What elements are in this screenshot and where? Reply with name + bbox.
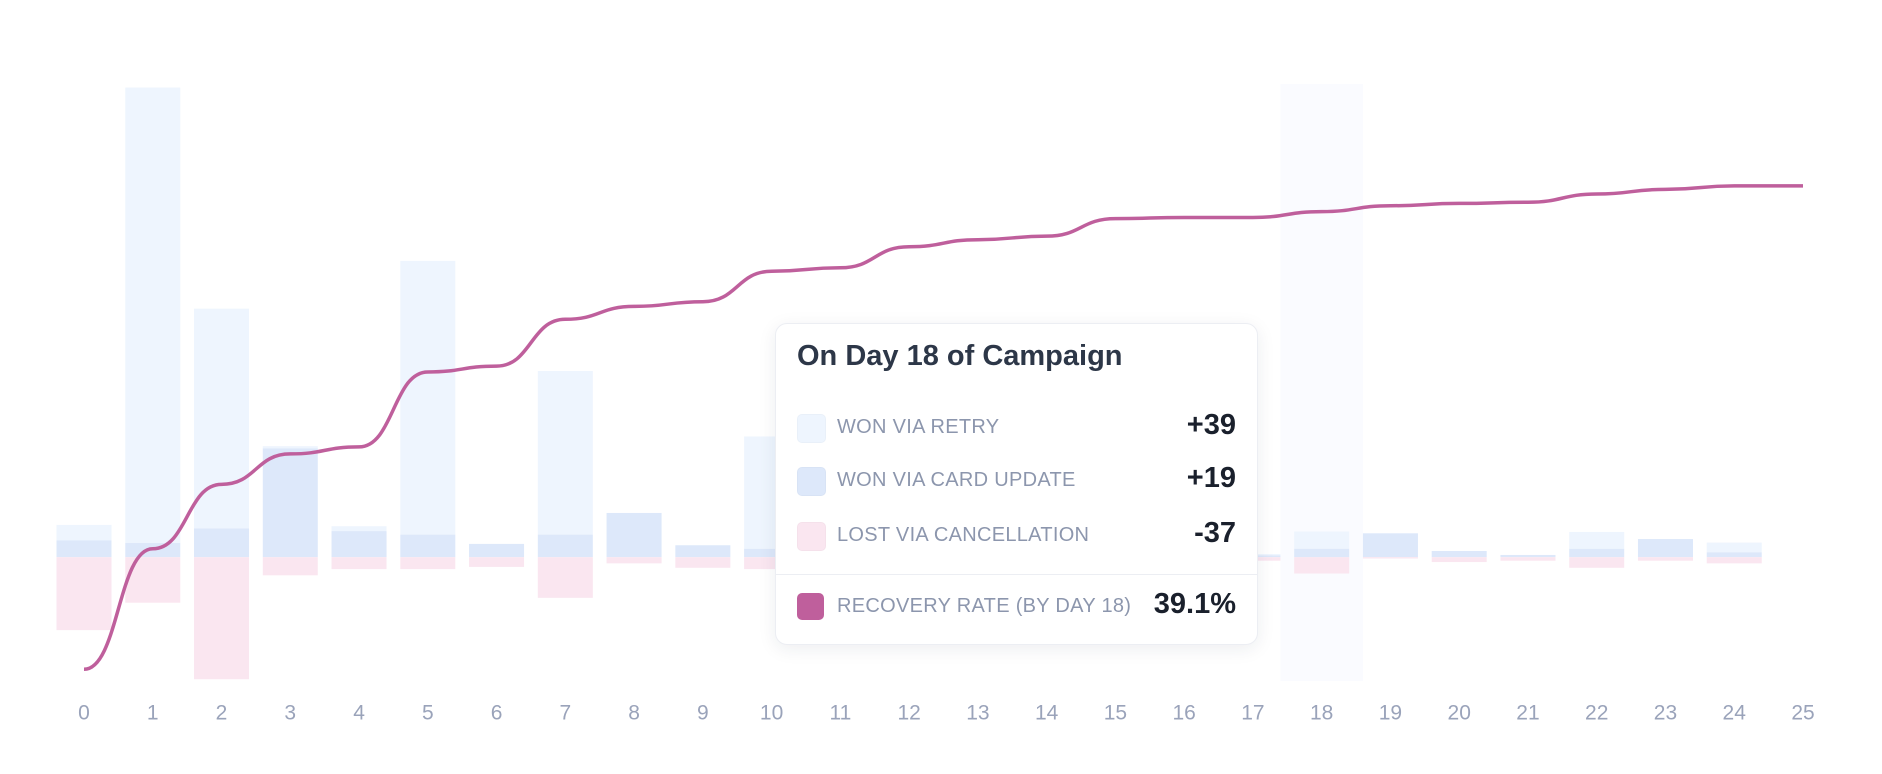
bar	[400, 557, 456, 570]
x-tick-label: 25	[1791, 702, 1814, 725]
bar	[331, 557, 387, 570]
bar	[1706, 542, 1762, 553]
x-tick-label: 0	[78, 702, 90, 725]
tooltip-row: WON VIA CARD UPDATE +19	[797, 462, 1236, 498]
bar	[262, 448, 318, 558]
bar	[1500, 554, 1556, 558]
bar	[1706, 552, 1762, 558]
x-tick-label: 9	[697, 702, 709, 725]
series-value: +39	[1186, 409, 1236, 441]
bar	[262, 557, 318, 576]
bar	[331, 531, 387, 558]
series-value: 39.1%	[1153, 588, 1236, 620]
bar	[744, 557, 800, 570]
bar	[262, 446, 318, 449]
bar	[1706, 557, 1762, 564]
x-tick-label: 18	[1310, 702, 1333, 725]
swatch	[797, 522, 826, 551]
x-tick-label: 8	[628, 702, 640, 725]
series-label: RECOVERY RATE (BY DAY 18)	[837, 595, 1132, 617]
swatch	[797, 593, 824, 620]
x-tick-label: 19	[1379, 702, 1402, 725]
bar	[331, 526, 387, 532]
bar	[1569, 548, 1625, 558]
x-tick-label: 16	[1172, 702, 1195, 725]
bar	[1362, 533, 1418, 558]
series-label: WON VIA RETRY	[837, 416, 1000, 438]
bar	[537, 557, 593, 598]
highlight-band	[1280, 84, 1363, 681]
bar	[125, 87, 181, 544]
bar	[1431, 550, 1487, 558]
x-tick-label: 22	[1585, 702, 1608, 725]
tooltip-row: LOST VIA CANCELLATION -37	[797, 517, 1236, 553]
bar	[469, 543, 525, 558]
series-label: WON VIA CARD UPDATE	[837, 469, 1076, 491]
tooltip-divider	[776, 574, 1257, 575]
x-tick-label: 5	[422, 702, 434, 725]
bar	[1569, 557, 1625, 568]
bar	[537, 371, 593, 535]
x-tick-label: 23	[1654, 702, 1677, 725]
x-tick-label: 21	[1516, 702, 1539, 725]
tooltip-title: On Day 18 of Campaign	[797, 340, 1123, 372]
x-tick-label: 24	[1723, 702, 1747, 725]
x-tick-label: 7	[559, 702, 571, 725]
bar	[1294, 557, 1350, 574]
x-tick-label: 12	[897, 702, 920, 725]
x-tick-label: 3	[284, 702, 296, 725]
bar	[1637, 557, 1693, 561]
bar	[744, 548, 800, 558]
tooltip-row: WON VIA RETRY +39	[797, 409, 1236, 445]
x-tick-label: 20	[1448, 702, 1471, 725]
bar	[1431, 557, 1487, 563]
x-tick-label: 14	[1035, 702, 1059, 725]
bar	[1294, 548, 1350, 558]
bar	[56, 524, 112, 541]
series-value: +19	[1186, 462, 1236, 494]
bar	[56, 557, 112, 631]
tooltip: On Day 18 of Campaign WON VIA RETRY +39 WO…	[775, 323, 1258, 645]
bar	[56, 540, 112, 558]
bar	[675, 557, 731, 568]
bar	[606, 557, 662, 564]
x-tick-label: 17	[1241, 702, 1264, 725]
series-value: -37	[1194, 517, 1236, 549]
bar	[1637, 539, 1693, 558]
x-tick-label: 4	[353, 702, 365, 725]
bar	[1362, 557, 1418, 559]
bar	[675, 545, 731, 558]
x-tick-label: 6	[491, 702, 503, 725]
bar	[400, 260, 456, 535]
line	[83, 184, 1803, 672]
bar	[1569, 531, 1625, 549]
x-tick-label: 15	[1104, 702, 1127, 725]
bar	[1500, 557, 1556, 561]
series-label: LOST VIA CANCELLATION	[837, 524, 1090, 546]
bar	[537, 534, 593, 558]
x-tick-label: 2	[216, 702, 228, 725]
bar	[1294, 531, 1350, 549]
tooltip-row: RECOVERY RATE (BY DAY 18) 39.1%	[797, 588, 1236, 624]
x-tick-label: 13	[966, 702, 989, 725]
x-tick-label: 10	[760, 702, 783, 725]
swatch	[797, 414, 826, 443]
bar	[194, 528, 250, 558]
x-tick-label: 11	[829, 702, 851, 725]
bar	[469, 557, 525, 567]
bar	[194, 557, 250, 680]
bar	[606, 512, 662, 558]
bar	[400, 534, 456, 558]
swatch	[797, 467, 826, 496]
x-tick-label: 1	[147, 702, 159, 725]
